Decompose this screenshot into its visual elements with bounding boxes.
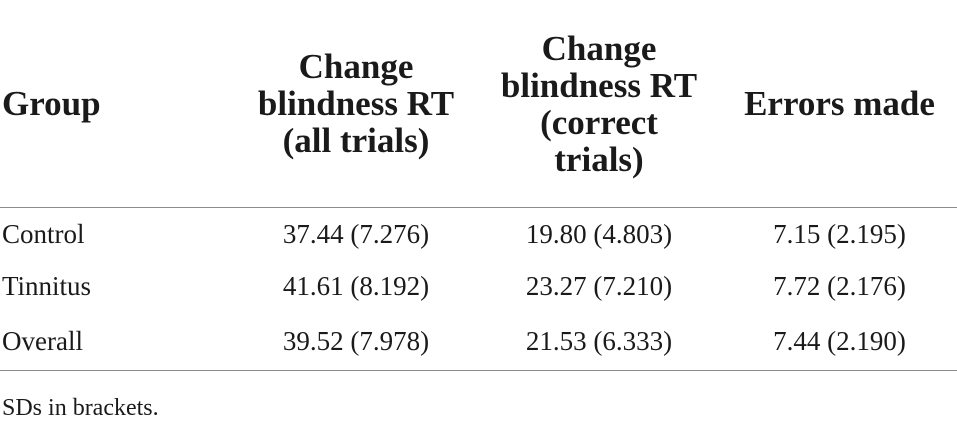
cell-group: Tinnitus [2,270,92,301]
header-line: trials) [554,139,644,179]
cell-group: Control [2,218,85,249]
cell-rt-correct: 23.27 (7.210) [525,270,673,301]
header-group: Group [0,0,236,208]
header-line: Errors made [744,84,935,123]
table-body: Control 37.44 (7.276) 19.80 (4.803) 7.15… [0,208,957,371]
table-row-overall: Overall 39.52 (7.978) 21.53 (6.333) 7.44… [0,312,957,371]
table-row-control: Control 37.44 (7.276) 19.80 (4.803) 7.15… [0,208,957,261]
header-rt-correct-trials: Change blindness RT (correct trials) [476,0,722,208]
header-line: blindness RT [257,84,455,123]
results-table: Group Change blindness RT (all trials) C… [0,0,957,371]
cell-rt-all: 37.44 (7.276) [282,218,430,249]
results-table-container: Group Change blindness RT (all trials) C… [0,0,957,371]
header-row: Group Change blindness RT (all trials) C… [0,0,957,208]
header-line: blindness RT [500,65,698,105]
header-rt-all-trials: Change blindness RT (all trials) [236,0,476,208]
cell-group: Overall [0,312,236,371]
cell-errors: 7.72 (2.176) [773,270,906,301]
cell-errors: 7.44 (2.190) [722,312,957,371]
header-line: Change [298,47,414,86]
cell-errors: 7.15 (2.195) [773,218,906,249]
header-line: Change [541,28,657,68]
table-footnote: SDs in brackets. [2,395,159,421]
cell-rt-correct: 19.80 (4.803) [525,218,673,249]
table-row-tinnitus: Tinnitus 41.61 (8.192) 23.27 (7.210) 7.7… [0,260,957,312]
header-line: (all trials) [282,121,430,160]
cell-rt-all: 39.52 (7.978) [236,312,476,371]
header-group-line: Group [2,84,101,123]
header-errors-made: Errors made [722,0,957,208]
header-line: (correct [540,102,658,142]
table-header: Group Change blindness RT (all trials) C… [0,0,957,208]
cell-rt-correct: 21.53 (6.333) [476,312,722,371]
cell-rt-all: 41.61 (8.192) [282,270,430,301]
